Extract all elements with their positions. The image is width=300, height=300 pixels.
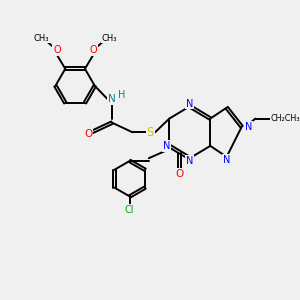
Text: N: N: [108, 94, 116, 104]
Text: CH₂CH₃: CH₂CH₃: [271, 114, 300, 123]
Text: S: S: [146, 126, 154, 139]
Text: N: N: [245, 122, 252, 132]
Text: H: H: [118, 90, 125, 100]
Text: CH₃: CH₃: [101, 34, 117, 43]
Text: N: N: [186, 156, 194, 166]
Text: N: N: [186, 99, 194, 109]
Text: O: O: [176, 169, 184, 179]
Text: N: N: [223, 154, 230, 165]
Text: CH₃: CH₃: [34, 34, 49, 43]
Text: N: N: [163, 141, 170, 151]
Text: O: O: [89, 45, 97, 55]
Text: Cl: Cl: [125, 205, 134, 215]
Text: O: O: [53, 45, 61, 55]
Text: O: O: [84, 129, 92, 139]
